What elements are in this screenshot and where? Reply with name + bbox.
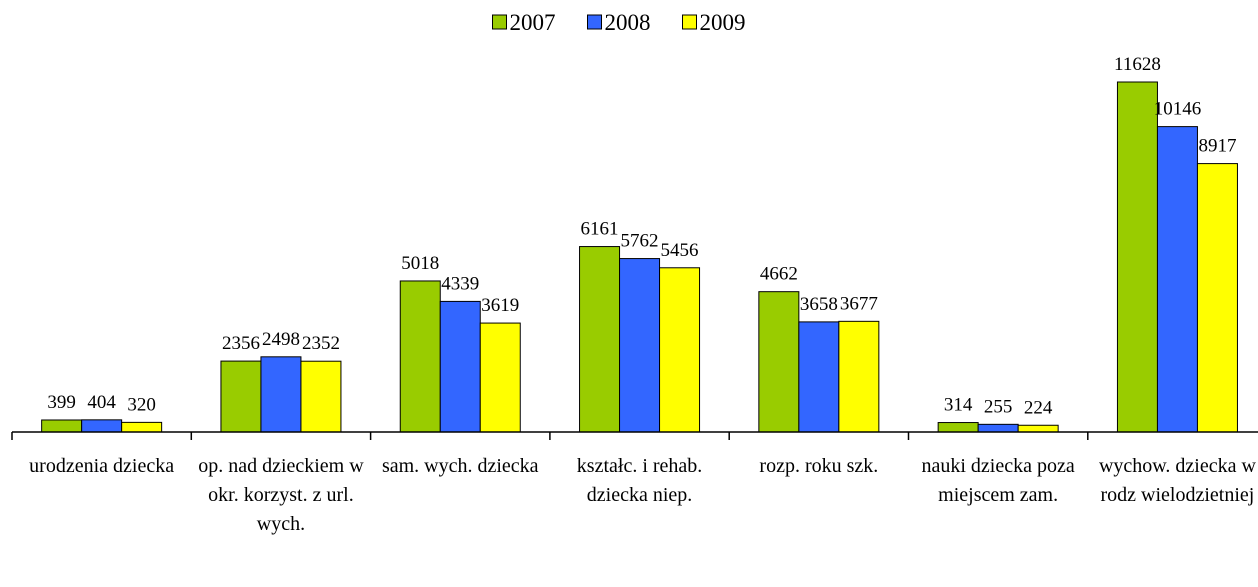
data-label: 4339 [441,273,479,294]
data-label: 5762 [621,231,659,252]
data-label: 3619 [481,295,519,316]
data-label: 8917 [1198,136,1236,157]
bar [977,423,1019,433]
bar [260,356,302,433]
bar [1017,424,1059,433]
bar [399,280,441,433]
bar [1116,81,1158,433]
x-tick-label: urodzenia dziecka [29,455,175,477]
data-label: 6161 [581,219,619,240]
bar [798,321,840,433]
bar [41,419,83,433]
data-label: 2356 [222,333,260,354]
legend-swatch [492,14,507,30]
bar [300,360,342,433]
data-label: 5018 [401,253,439,274]
bar [659,267,701,433]
data-label: 320 [127,394,156,415]
data-label: 2498 [262,329,300,350]
data-label: 224 [1024,397,1053,418]
data-label: 5456 [661,240,699,261]
data-label: 399 [47,392,76,413]
x-tick-label: op. nad dzieckiem w okr. korzyst. z url.… [198,455,364,535]
x-tick-label: wychow. dziecka w rodz wielodzietniej [1098,455,1256,506]
data-label: 11628 [1114,54,1161,75]
x-tick-label: rozp. roku szk. [759,455,879,477]
bar [937,422,979,433]
bar [479,322,521,433]
data-label: 255 [984,396,1013,417]
bar [81,419,123,433]
legend-label: 2008 [605,10,651,35]
legend-label: 2009 [700,10,746,35]
bar [758,291,800,433]
data-label: 314 [944,395,973,416]
bar [1196,163,1238,433]
x-tick-label: nauki dziecka poza miejscem zam. [921,455,1075,506]
data-label: 10146 [1154,99,1202,120]
data-label: 3677 [840,293,878,314]
bar [838,320,880,433]
legend-swatch [682,14,697,30]
data-label: 2352 [302,333,340,354]
legend-swatch [587,14,602,30]
x-tick-label: kształc. i rehab. dziecka niep. [576,455,703,506]
bar [619,258,661,433]
data-label: 3658 [800,294,838,315]
x-tick-label: sam. wych. dziecka [381,455,539,477]
bar [439,300,481,433]
bar [220,360,262,433]
data-label: 404 [87,392,116,413]
bar [579,246,621,433]
bar [121,421,163,433]
bar [1156,126,1198,433]
data-label: 4662 [760,264,798,285]
legend-label: 2007 [510,10,556,35]
